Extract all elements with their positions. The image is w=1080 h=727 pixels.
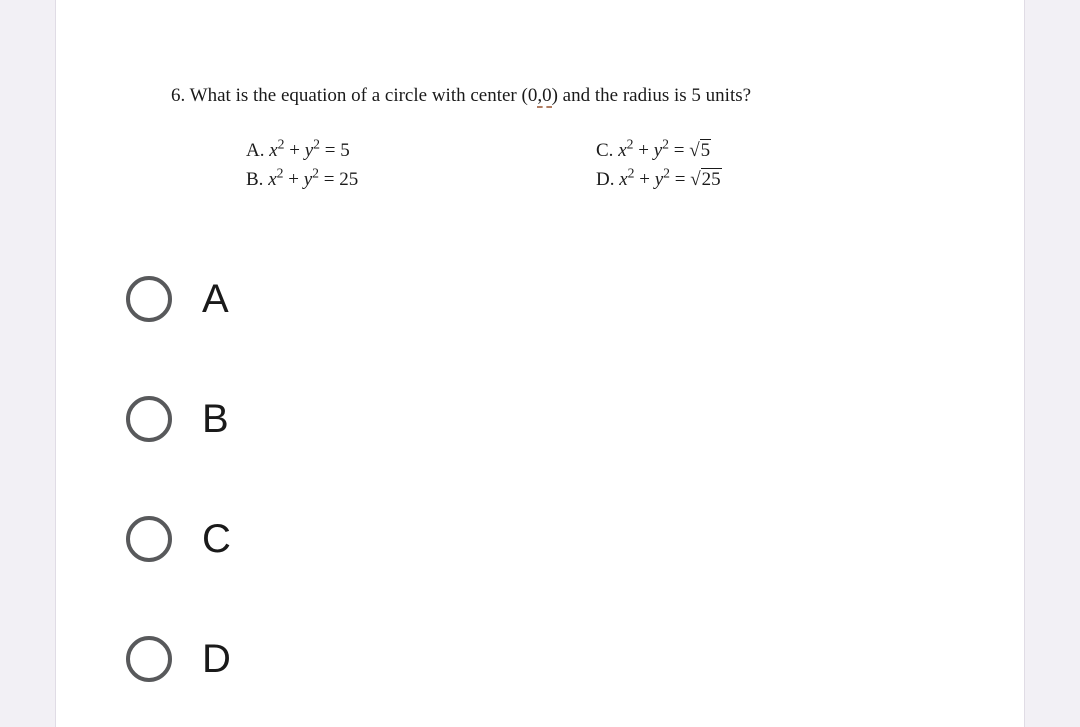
- answer-option-b[interactable]: B: [126, 359, 1024, 479]
- answer-label-a: A: [202, 277, 229, 322]
- choice-a-x: x: [269, 140, 277, 161]
- choice-c-prefix: C.: [596, 140, 618, 161]
- choice-c: C. x2 + y2 = 5: [596, 137, 946, 166]
- answer-option-a[interactable]: A: [126, 239, 1024, 359]
- choice-a-eq: =: [320, 140, 340, 161]
- choice-d-prefix: D.: [596, 169, 619, 190]
- radio-circle-icon: [126, 516, 172, 562]
- question-mid: ,0: [537, 85, 551, 108]
- choice-d-eq: =: [670, 169, 690, 190]
- answer-label-d: D: [202, 637, 231, 682]
- radio-circle-icon: [126, 276, 172, 322]
- choice-c-y: y: [654, 140, 662, 161]
- radio-circle-icon: [126, 636, 172, 682]
- choice-b: B. x2 + y2 = 25: [246, 166, 596, 195]
- choice-a-rhs: 5: [340, 140, 350, 161]
- question-number: 6.: [171, 85, 185, 106]
- choices-right: C. x2 + y2 = 5 D. x2 + y2 = 25: [596, 137, 946, 194]
- choice-d: D. x2 + y2 = 25: [596, 166, 946, 195]
- radio-circle-icon: [126, 396, 172, 442]
- choice-b-rhs: 25: [339, 169, 358, 190]
- choice-d-rhs: 25: [701, 168, 722, 190]
- choice-d-x: x: [619, 169, 627, 190]
- answer-option-c[interactable]: C: [126, 479, 1024, 599]
- choice-b-eq: =: [319, 169, 339, 190]
- choice-b-x: x: [268, 169, 276, 190]
- choice-a: A. x2 + y2 = 5: [246, 137, 596, 166]
- question-post: ) and the radius is 5 units?: [552, 85, 751, 106]
- question-card: 6. What is the equation of a circle with…: [55, 0, 1025, 727]
- choice-b-y: y: [304, 169, 312, 190]
- choice-a-prefix: A.: [246, 140, 269, 161]
- choice-a-y: y: [305, 140, 313, 161]
- question-text: 6. What is the equation of a circle with…: [171, 85, 1024, 107]
- answer-label-b: B: [202, 397, 229, 442]
- choice-b-prefix: B.: [246, 169, 268, 190]
- answer-label-c: C: [202, 517, 231, 562]
- choices-left: A. x2 + y2 = 5 B. x2 + y2 = 25: [246, 137, 596, 194]
- answer-option-d[interactable]: D: [126, 599, 1024, 719]
- answer-options: A B C D: [126, 239, 1024, 719]
- choice-c-rhs: 5: [700, 139, 712, 161]
- choice-c-eq: =: [669, 140, 689, 161]
- question-pre: What is the equation of a circle with ce…: [190, 85, 538, 106]
- choice-d-y: y: [655, 169, 663, 190]
- choices-block: A. x2 + y2 = 5 B. x2 + y2 = 25 C. x2 + y…: [246, 137, 1024, 194]
- choice-c-x: x: [618, 140, 626, 161]
